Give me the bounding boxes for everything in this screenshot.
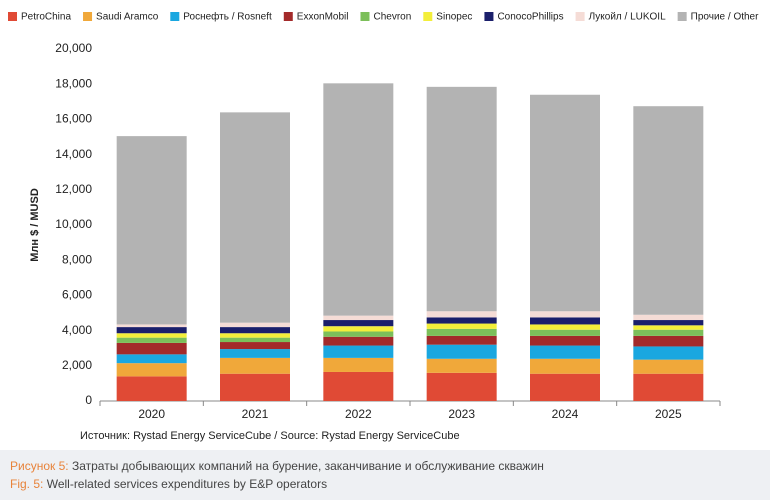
y-tick-label: 14,000 [55,147,92,161]
bar-segment [220,349,290,358]
bar-segment [426,323,497,329]
bar-segment [530,358,600,374]
x-tick-label: 2025 [655,407,682,421]
chart: Млн $ / MUSD Источник: Rystad Energy Ser… [8,11,759,442]
bar-segment [116,376,187,401]
bar-segment [323,345,394,358]
legend-swatch [83,12,93,21]
y-tick-label: 18,000 [55,76,92,90]
y-tick-label: 8,000 [62,252,92,266]
bar-segment [323,336,394,346]
bar-segment [220,373,290,401]
bar-segment [426,358,497,373]
caption-box: Рисунок 5: Затраты добывающих компаний н… [0,450,770,500]
source: Источник: Rystad Energy ServiceCube / So… [80,430,460,442]
bar-segment [220,322,290,328]
bar-segment [116,337,187,343]
bar-segment [633,335,704,347]
x-tick-label: 2020 [138,407,165,421]
bar-segment [116,333,187,338]
x-tick-label: 2024 [552,407,579,421]
bar-segment [116,327,187,334]
bar-segment [633,346,704,360]
y-tick-label: 16,000 [55,112,92,126]
legend-swatch [360,12,370,21]
bar-segment [426,328,497,336]
caption-text: Well-related services expenditures by E&… [46,477,328,491]
caption-label: Fig. 5: [10,477,44,491]
bar-segment [116,342,187,355]
legend-label: Прочие / Other [691,12,759,23]
bar-segment [323,357,394,372]
bar-segment [633,106,704,315]
legend-label: Chevron [373,12,411,23]
bar-segment [220,333,290,338]
y-tick-label: 0 [85,393,92,407]
bar-segment [530,329,600,336]
y-tick-label: 20,000 [55,41,92,55]
bar-segment [116,363,187,377]
bar-segment [220,327,290,334]
bar-segment [633,373,704,401]
bar-segment [633,359,704,374]
legend-swatch [8,12,17,21]
bar-segment [220,342,290,350]
bar-segment [116,324,187,328]
y-tick-label: 6,000 [62,288,92,302]
bar-segment [530,311,600,318]
bar-segment [323,320,394,327]
bar-segment [530,317,600,325]
legend-swatch [170,12,180,21]
bar-segment [633,320,704,326]
legend-label: PetroChina [21,12,71,23]
legend-swatch [677,12,687,21]
legend-label: Sinopec [436,12,472,23]
bar-segment [220,112,290,323]
bar-segment [530,324,600,330]
bar-segment [530,373,600,401]
bar-segment [426,372,497,401]
y-axis-title: Млн $ / MUSD [29,188,41,262]
bar-segment [426,311,497,318]
bar-segment [530,335,600,346]
legend-swatch [484,12,494,21]
bar-segment [323,371,394,401]
caption-label: Рисунок 5: [10,459,69,473]
legend-label: Saudi Aramco [96,12,159,23]
x-tick-label: 2021 [242,407,269,421]
bar-segment [116,136,187,325]
x-tick-label: 2022 [345,407,372,421]
legend-label: ConocoPhillips [497,12,563,23]
legend-swatch [575,12,585,21]
bar-segment [323,326,394,332]
legend-label: Роснефть / Rosneft [183,11,272,23]
bar-segment [323,83,394,316]
bar-segment [220,337,290,343]
x-tick-label: 2023 [448,407,475,421]
bar-segment [633,314,704,321]
legend-label: ExxonMobil [297,12,349,23]
legend-label: Лукойл / LUKOIL [589,12,666,23]
y-tick-label: 2,000 [62,358,92,372]
caption-text: Затраты добывающих компаний на бурение, … [71,459,544,473]
y-tick-label: 10,000 [55,217,92,231]
legend-swatch [423,12,433,21]
bar-segment [530,345,600,359]
legend-swatch [283,12,293,21]
bar-segment [426,317,497,324]
bar-segment [633,325,704,330]
bar-segment [323,315,394,321]
bar-segment [530,94,600,312]
bar-segment [116,354,187,364]
bar-segment [426,344,497,359]
bar-segment [633,329,704,336]
y-tick-label: 4,000 [62,323,92,337]
y-tick-label: 12,000 [55,182,92,196]
bar-segment [323,331,394,337]
bar-segment [426,335,497,345]
bar-segment [426,86,497,312]
bar-segment [220,357,290,374]
